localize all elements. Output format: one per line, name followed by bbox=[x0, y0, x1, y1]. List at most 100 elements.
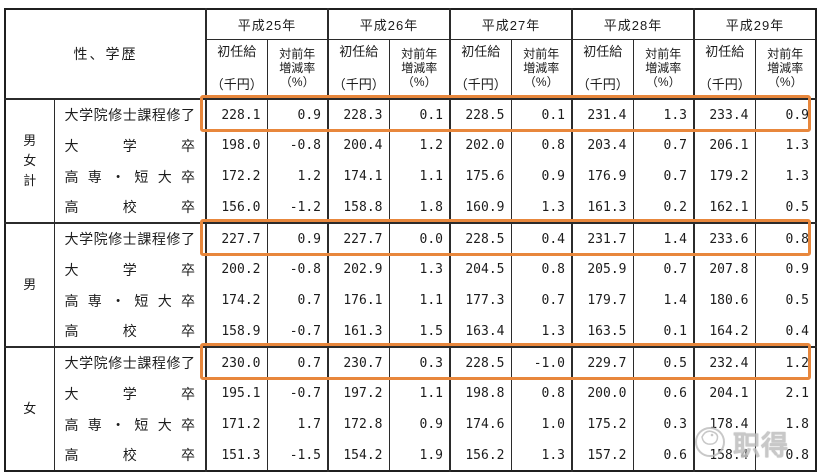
salary-value: 163.4 bbox=[449, 316, 512, 347]
change-value: 1.3 bbox=[754, 161, 817, 192]
change-value: 0.8 bbox=[510, 254, 573, 285]
salary-value: 161.3 bbox=[327, 316, 390, 347]
salary-value: 160.9 bbox=[449, 192, 512, 223]
change-value: 0.9 bbox=[510, 161, 573, 192]
education-label: 高専・短大卒 bbox=[53, 409, 207, 440]
change-value: 0.7 bbox=[266, 346, 329, 378]
year-header-h29: 平成29年 bbox=[693, 9, 817, 40]
salary-value: 228.5 bbox=[449, 346, 512, 378]
salary-value: 204.5 bbox=[449, 254, 512, 285]
change-value: 1.0 bbox=[510, 409, 573, 440]
salary-value: 228.5 bbox=[449, 222, 512, 254]
salary-value: 200.0 bbox=[571, 378, 634, 409]
change-value: 1.3 bbox=[388, 254, 451, 285]
salary-value: 177.3 bbox=[449, 285, 512, 316]
column-header-yoy-change-h29: 対前年 増減率 （%） bbox=[754, 38, 817, 100]
table-row: 高専・短大卒 172.2 1.2 174.1 1.1 175.6 0.9 176.9 0.7 17… bbox=[5, 161, 817, 192]
corner-header-gender-education: 性、学歴 bbox=[4, 9, 207, 100]
education-label: 大学卒 bbox=[53, 378, 207, 409]
table-row: 高専・短大卒 174.2 0.7 176.1 1.1 177.3 0.7 179.7 1.4 18… bbox=[5, 285, 817, 316]
education-label: 高校卒 bbox=[53, 316, 207, 347]
salary-value: 158.8 bbox=[327, 192, 390, 223]
salary-value: 207.8 bbox=[693, 254, 756, 285]
salary-value: 231.7 bbox=[571, 222, 634, 254]
watermark-text: 职得 bbox=[733, 431, 789, 461]
change-value: -1.5 bbox=[266, 440, 329, 471]
change-value: 0.1 bbox=[632, 316, 695, 347]
salary-value: 163.5 bbox=[571, 316, 634, 347]
change-value: 1.1 bbox=[388, 378, 451, 409]
change-value: 1.3 bbox=[510, 192, 573, 223]
change-value: 1.2 bbox=[754, 346, 817, 378]
starting-salary-by-education-table: 性、学歴 平成25年 平成26年 平成27年 平成28年 平成29年 初任給 （千… bbox=[4, 8, 817, 472]
salary-value: 233.4 bbox=[693, 98, 756, 130]
salary-value: 154.2 bbox=[327, 440, 390, 471]
education-label: 大学卒 bbox=[53, 130, 207, 161]
change-value: 1.4 bbox=[632, 222, 695, 254]
salary-value: 197.2 bbox=[327, 378, 390, 409]
change-value: 0.6 bbox=[632, 378, 695, 409]
salary-value: 230.0 bbox=[205, 346, 268, 378]
change-value: -0.7 bbox=[266, 316, 329, 347]
change-value: 0.7 bbox=[266, 285, 329, 316]
watermark: 职得 bbox=[692, 423, 789, 464]
change-value: 0.1 bbox=[510, 98, 573, 130]
salary-value: 205.9 bbox=[571, 254, 634, 285]
salary-value: 176.9 bbox=[571, 161, 634, 192]
salary-value: 176.1 bbox=[327, 285, 390, 316]
year-header-h27: 平成27年 bbox=[449, 9, 573, 40]
change-value: 0.5 bbox=[754, 285, 817, 316]
salary-value: 198.0 bbox=[205, 130, 268, 161]
education-label: 大学院修士課程修了 bbox=[53, 222, 207, 254]
column-header-starting-salary-h25: 初任給 （千円） bbox=[205, 38, 268, 100]
table-row: 大学卒 200.2 -0.8 202.9 1.3 204.5 0.8 205.9 0.7 207.… bbox=[5, 254, 817, 285]
column-header-starting-salary-h27: 初任給 （千円） bbox=[449, 38, 512, 100]
salary-value: 198.8 bbox=[449, 378, 512, 409]
change-value: 1.8 bbox=[754, 409, 817, 440]
salary-value: 156.0 bbox=[205, 192, 268, 223]
table-row: 女大学院修士課程修了 230.0 0.7 230.7 0.3 228.5 -1.0 229.7… bbox=[4, 346, 817, 471]
change-value: 2.1 bbox=[754, 378, 817, 409]
column-header-starting-salary-h28: 初任給 （千円） bbox=[571, 38, 634, 100]
salary-value: 164.2 bbox=[693, 316, 756, 347]
education-label: 大学卒 bbox=[53, 254, 207, 285]
change-value: 0.9 bbox=[388, 409, 451, 440]
salary-value: 151.3 bbox=[205, 440, 268, 471]
change-value: -0.7 bbox=[266, 378, 329, 409]
change-value: 0.8 bbox=[510, 130, 573, 161]
change-value: 1.3 bbox=[632, 98, 695, 130]
change-value: 1.9 bbox=[388, 440, 451, 471]
change-value: 1.1 bbox=[388, 285, 451, 316]
salary-value: 178.4 bbox=[693, 409, 756, 440]
salary-value: 172.2 bbox=[205, 161, 268, 192]
salary-value: 179.2 bbox=[693, 161, 756, 192]
salary-value: 171.2 bbox=[205, 409, 268, 440]
column-header-yoy-change-h27: 対前年 増減率 （%） bbox=[510, 38, 573, 100]
change-value: -0.8 bbox=[266, 130, 329, 161]
column-header-yoy-change-h28: 対前年 増減率 （%） bbox=[632, 38, 695, 100]
change-value: 0.7 bbox=[510, 285, 573, 316]
salary-value: 228.5 bbox=[449, 98, 512, 130]
salary-value: 161.3 bbox=[571, 192, 634, 223]
table-row: 高専・短大卒 171.2 1.7 172.8 0.9 174.6 1.0 175.2 0.3 17… bbox=[5, 409, 817, 440]
salary-value: 227.7 bbox=[327, 222, 390, 254]
change-value: -1.0 bbox=[510, 346, 573, 378]
gender-label: 女 bbox=[4, 346, 55, 471]
salary-value: 232.4 bbox=[693, 346, 756, 378]
salary-value: 175.2 bbox=[571, 409, 634, 440]
salary-value: 174.6 bbox=[449, 409, 512, 440]
salary-value: 162.1 bbox=[693, 192, 756, 223]
table-row: 大学卒 195.1 -0.7 197.2 1.1 198.8 0.8 200.0 0.6 204.… bbox=[5, 378, 817, 409]
change-value: -0.8 bbox=[266, 254, 329, 285]
change-value: 1.2 bbox=[388, 130, 451, 161]
salary-value: 202.9 bbox=[327, 254, 390, 285]
change-value: 0.5 bbox=[754, 192, 817, 223]
salary-value: 200.2 bbox=[205, 254, 268, 285]
salary-value: 202.0 bbox=[449, 130, 512, 161]
salary-value: 200.4 bbox=[327, 130, 390, 161]
change-value: 0.8 bbox=[754, 222, 817, 254]
salary-value: 233.6 bbox=[693, 222, 756, 254]
salary-value: 230.7 bbox=[327, 346, 390, 378]
year-header-h28: 平成28年 bbox=[571, 9, 695, 40]
education-label: 高校卒 bbox=[53, 440, 207, 471]
